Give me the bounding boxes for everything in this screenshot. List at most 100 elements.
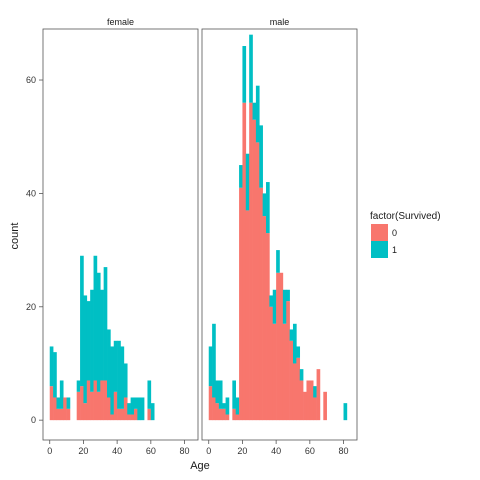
bar-female-survived-1-age-20 (83, 295, 88, 404)
bar-male-survived-1-age-14 (232, 380, 236, 409)
bar-female-survived-0-age-10 (66, 408, 71, 421)
bar-male-survived-0-age-42 (279, 272, 284, 421)
bar-male-survived-0-age-60 (309, 380, 314, 421)
bar-male-survived-1-age-54 (299, 369, 304, 381)
x-tick-label-female-40: 40 (112, 446, 122, 456)
bar-female-survived-1-age-44 (123, 363, 128, 398)
bar-male-survived-0-age-44 (282, 323, 287, 421)
bar-female-survived-1-age-40 (117, 340, 121, 409)
facet-strip-label-female: female (107, 17, 134, 27)
bar-male-survived-0-age-48 (289, 340, 294, 421)
bar-male-survived-1-age-40 (276, 250, 280, 273)
bar-female-survived-0-age-18 (80, 386, 84, 421)
legend-label-1: 1 (392, 245, 397, 255)
bar-female-survived-0-age-8 (63, 397, 67, 421)
bar-female-survived-1-age-58 (147, 380, 152, 409)
legend-label-0: 0 (392, 228, 397, 238)
bar-female-survived-1-age-22 (86, 301, 91, 381)
bar-male-survived-1-age-2 (212, 323, 216, 398)
legend-key-0 (371, 224, 388, 241)
bar-male-survived-1-age-16 (235, 397, 240, 415)
y-tick-label-0: 0 (31, 415, 36, 425)
bar-female-survived-0-age-6 (59, 408, 64, 421)
bar-male-survived-1-age-34 (266, 182, 270, 234)
bar-male-survived-0-age-68 (323, 391, 327, 421)
bar-female-survived-0-age-22 (86, 380, 91, 421)
x-tick-label-female-60: 60 (146, 446, 156, 456)
x-tick-label-male-0: 0 (206, 446, 211, 456)
bar-male-survived-0-age-20 (242, 102, 247, 421)
bar-male-survived-0-age-62 (313, 397, 317, 421)
bar-male-survived-1-age-36 (269, 295, 274, 307)
bar-male-survived-0-age-46 (286, 301, 290, 421)
bar-male-survived-1-age-22 (245, 153, 250, 211)
bar-male-survived-0-age-38 (272, 323, 277, 421)
x-tick-label-female-80: 80 (180, 446, 190, 456)
bar-male-survived-1-age-26 (252, 102, 257, 120)
x-axis-title: Age (190, 460, 210, 472)
bar-male-survived-0-age-10 (225, 414, 230, 421)
bar-male-survived-1-age-20 (242, 46, 247, 103)
panel-female-bars (49, 255, 155, 421)
bar-female-survived-0-age-28 (96, 391, 101, 421)
x-tick-label-female-20: 20 (78, 446, 88, 456)
bar-female-survived-1-age-24 (90, 289, 94, 392)
bar-female-survived-1-age-18 (80, 255, 84, 387)
bar-male-survived-1-age-52 (296, 346, 301, 358)
facet-strip-label-male: male (270, 17, 290, 27)
y-axis-title: count (9, 223, 21, 250)
bar-male-survived-0-age-24 (249, 102, 253, 421)
bar-male-survived-1-age-6 (218, 380, 223, 409)
facet-strip-female (43, 15, 198, 29)
bar-male-survived-1-age-10 (225, 397, 230, 415)
bar-female-survived-1-age-0 (49, 346, 54, 387)
bar-male-survived-0-age-58 (306, 380, 311, 421)
x-tick-label-male-60: 60 (305, 446, 315, 456)
bar-male-survived-0-age-54 (299, 380, 304, 421)
bar-female-survived-0-age-0 (49, 386, 54, 421)
bar-female-survived-0-age-44 (123, 397, 128, 421)
panel-female-border (42, 28, 199, 441)
bar-female-survived-0-age-30 (100, 380, 104, 421)
bar-female-survived-1-age-6 (59, 380, 64, 409)
bar-female-survived-0-age-46 (127, 414, 131, 421)
x-tick-label-male-20: 20 (237, 446, 247, 456)
x-axis: 0 20 40 60 80 0 20 40 60 80 (47, 440, 349, 456)
bar-female-survived-0-age-20 (83, 403, 88, 421)
bar-male-survived-1-age-48 (289, 329, 294, 341)
bar-female-survived-0-age-36 (110, 414, 115, 421)
bar-male-survived-0-age-16 (235, 414, 240, 421)
bar-male-survived-1-age-44 (282, 289, 287, 324)
bar-male-survived-0-age-8 (222, 408, 226, 421)
bar-female-survived-1-age-42 (120, 346, 125, 409)
legend-key-1 (371, 241, 388, 258)
panel-male-border (201, 28, 358, 441)
bar-female-survived-1-age-50 (133, 397, 138, 409)
bar-male-survived-1-age-30 (259, 125, 263, 188)
bar-male-survived-0-age-50 (292, 363, 297, 421)
x-tick-label-female-0: 0 (47, 446, 52, 456)
bar-male-survived-1-age-62 (313, 386, 317, 398)
bar-male-survived-0-age-0 (208, 386, 213, 421)
bar-female-survived-1-age-10 (66, 397, 71, 409)
bar-male-survived-0-age-32 (262, 216, 267, 421)
bar-female-survived-0-age-32 (103, 380, 108, 421)
bar-male-survived-1-age-38 (272, 289, 277, 324)
bar-female-survived-1-age-46 (127, 403, 131, 415)
x-tick-label-male-80: 80 (339, 446, 349, 456)
bar-male-survived-0-age-18 (239, 187, 243, 421)
bar-female-survived-0-age-34 (107, 397, 111, 421)
bar-male-survived-0-age-64 (316, 369, 321, 421)
bar-female-survived-1-age-16 (76, 380, 81, 392)
bar-male-survived-1-age-28 (255, 85, 260, 143)
bar-female-survived-1-age-48 (130, 397, 135, 415)
bar-male-survived-1-age-46 (286, 289, 290, 302)
bar-male-survived-1-age-50 (292, 323, 297, 364)
bar-female-survived-0-age-48 (130, 414, 135, 421)
bar-female-survived-1-age-30 (100, 289, 104, 381)
bar-female-survived-1-age-26 (93, 255, 98, 381)
bar-male-survived-1-age-4 (215, 380, 220, 404)
x-tick-label-male-40: 40 (271, 446, 281, 456)
bar-female-survived-1-age-54 (140, 397, 145, 421)
